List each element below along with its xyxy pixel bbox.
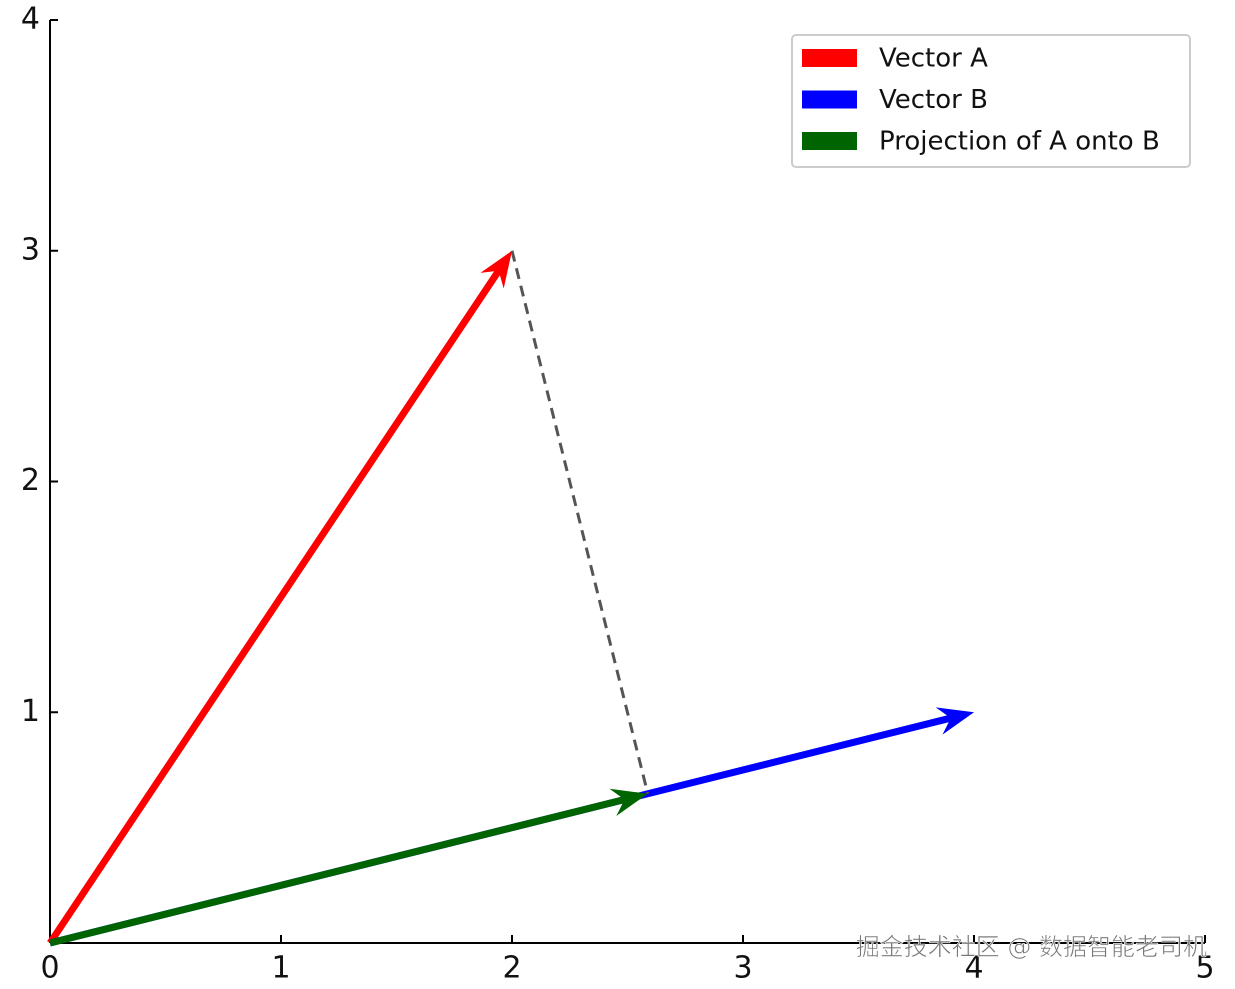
arrow (47, 250, 512, 945)
legend-swatch (802, 132, 857, 150)
legend: Vector A Vector B Projection of A onto B (791, 34, 1191, 168)
x-tick-label: 0 (40, 951, 59, 986)
legend-label: Vector B (879, 85, 988, 115)
watermark: 掘金技术社区 @ 数据智能老司机 (856, 933, 1207, 961)
arrow (49, 788, 648, 947)
legend-box (791, 34, 1191, 168)
legend-label: Projection of A onto B (879, 127, 1160, 157)
x-tick-label: 5 (1195, 951, 1214, 986)
legend-swatch (802, 90, 857, 109)
y-tick-label: 4 (21, 2, 40, 37)
x-tick-label: 1 (271, 951, 290, 986)
x-tick-label: 4 (964, 951, 983, 986)
legend-label: Vector A (879, 44, 988, 74)
legend-swatch (802, 49, 857, 67)
y-tick-label: 2 (21, 463, 40, 498)
y-tick-label: 1 (21, 694, 40, 729)
x-tick-label: 3 (733, 951, 752, 986)
x-tick-label: 2 (502, 951, 521, 986)
y-tick-label: 3 (21, 232, 40, 267)
projection-line (510, 250, 650, 795)
